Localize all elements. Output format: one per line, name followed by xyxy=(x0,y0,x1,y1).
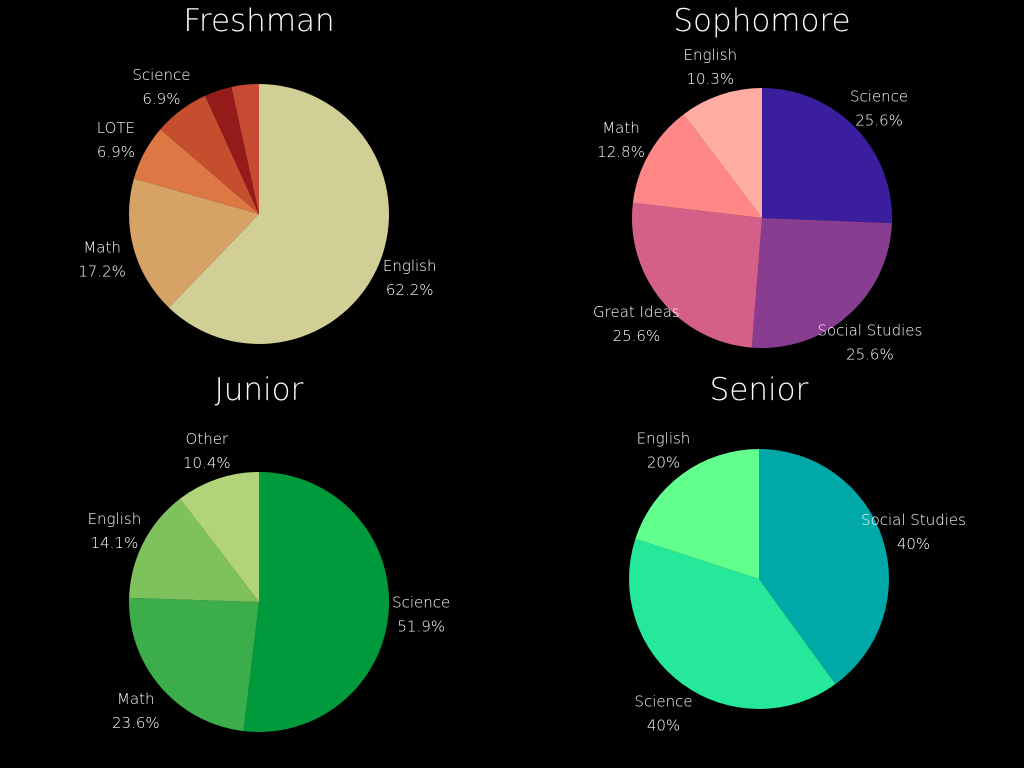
slice-category-label: Social Studies xyxy=(861,511,966,529)
slice-category-label: Math xyxy=(602,119,640,137)
slice-category-label: English xyxy=(383,257,437,275)
pie-slice-math xyxy=(129,178,259,308)
slice-category-label: English xyxy=(637,430,691,448)
pie-slice-social-studies xyxy=(751,218,892,349)
slice-value-label: 51.9% xyxy=(397,618,445,636)
pie-slice-other xyxy=(179,472,259,602)
pie-slice-lote xyxy=(133,129,259,214)
slice-category-label: English xyxy=(88,510,142,528)
pie-slice-social-studies xyxy=(759,449,889,685)
pie-sophomore: Sophomore Science 25.6% Social Studies 25.6%… xyxy=(593,3,922,364)
slice-value-label: 6.9% xyxy=(142,90,180,108)
slice-category-label: Science xyxy=(392,594,450,612)
chart-title: Junior xyxy=(215,372,304,408)
pie-junior: Junior Science 51.9% Math 23.6% English 14.1% O… xyxy=(88,372,450,733)
pie-slice-english xyxy=(635,449,759,579)
slice-value-label: 25.6% xyxy=(613,327,661,345)
slice-value-label: 25.6% xyxy=(855,111,903,129)
pie-slice-math xyxy=(128,597,259,732)
slice-value-label: 17.2% xyxy=(78,262,126,280)
slice-category-label: Science xyxy=(132,66,190,84)
chart-title: Senior xyxy=(710,372,809,408)
slice-category-label: Science xyxy=(634,693,692,711)
slice-value-label: 10.3% xyxy=(686,70,734,88)
slice-category-label: LOTE xyxy=(97,119,135,137)
pie-slice-science xyxy=(160,95,259,214)
slice-value-label: 23.6% xyxy=(112,714,160,732)
slice-category-label: English xyxy=(683,46,737,64)
slice-category-label: Social Studies xyxy=(817,322,922,340)
slice-category-label: Math xyxy=(117,690,155,708)
slice-value-label: 20% xyxy=(647,454,680,472)
slice-value-label: 62.2% xyxy=(386,281,434,299)
slice-value-label: 40% xyxy=(897,535,930,553)
pie-slice-english xyxy=(129,498,259,602)
pie-slice-math xyxy=(632,114,762,218)
pie-slice-great-ideas xyxy=(631,202,762,348)
slice-value-label: 40% xyxy=(647,717,680,735)
slice-category-label: Math xyxy=(83,238,121,256)
pie-freshman: Freshman English 62.2% Math 17.2% LOTE 6.9% Sci… xyxy=(78,3,437,344)
pie-slice-english xyxy=(683,88,762,218)
chart-title: Sophomore xyxy=(673,3,850,39)
pie-slice-unlabeled xyxy=(231,84,259,214)
pie-senior: Senior Social Studies 40% Science 40% English… xyxy=(628,372,966,735)
slice-category-label: Science xyxy=(850,87,908,105)
pie-slice-unlabeled xyxy=(205,86,259,214)
slice-category-label: Other xyxy=(186,430,229,448)
slice-value-label: 25.6% xyxy=(846,346,894,364)
slice-value-label: 12.8% xyxy=(597,143,645,161)
chart-title: Freshman xyxy=(183,3,334,39)
pie-slice-english xyxy=(168,84,390,344)
slice-value-label: 14.1% xyxy=(91,534,139,552)
slice-value-label: 10.4% xyxy=(183,454,231,472)
pie-slice-science xyxy=(762,88,893,224)
pie-slice-science xyxy=(628,538,836,709)
pie-slice-science xyxy=(243,472,390,733)
slice-value-label: 6.9% xyxy=(97,143,135,161)
slice-category-label: Great Ideas xyxy=(593,303,680,321)
